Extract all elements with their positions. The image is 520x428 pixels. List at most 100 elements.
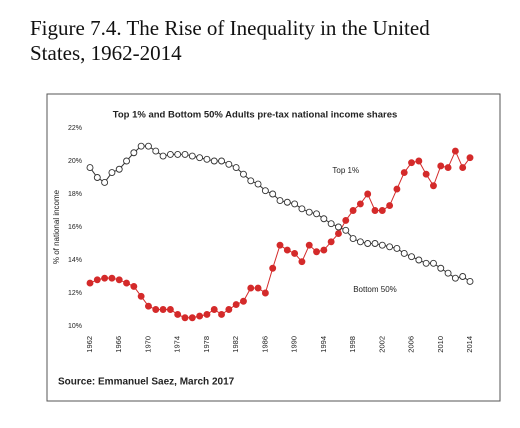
data-point: [86, 279, 94, 287]
y-tick-label: 22%: [68, 125, 82, 132]
y-tick-label: 12%: [68, 290, 82, 297]
x-tick-label: 1978: [202, 336, 211, 353]
data-point: [415, 157, 423, 165]
data-point: [444, 269, 452, 277]
data-point: [459, 273, 467, 280]
data-point: [269, 190, 277, 198]
data-point: [342, 226, 350, 234]
data-point: [218, 157, 225, 165]
data-point: [93, 276, 101, 284]
data-point: [181, 150, 189, 158]
data-point: [378, 207, 386, 214]
data-point: [466, 154, 474, 162]
x-tick-label: 1966: [114, 336, 123, 353]
data-point: [313, 248, 320, 256]
data-point: [437, 264, 445, 272]
data-point: [408, 159, 415, 167]
data-point: [386, 243, 394, 251]
data-point: [166, 306, 174, 313]
data-point: [232, 164, 240, 172]
data-point: [371, 207, 379, 214]
data-point: [364, 240, 372, 247]
y-tick-label: 10%: [68, 323, 82, 330]
data-point: [444, 164, 452, 172]
data-point: [261, 187, 269, 195]
data-point: [386, 202, 394, 210]
data-point: [152, 147, 160, 155]
data-point: [145, 302, 152, 310]
x-tick-label: 1986: [260, 336, 269, 353]
data-point: [430, 182, 437, 190]
data-point: [276, 241, 284, 249]
data-point: [254, 284, 262, 292]
data-point: [342, 216, 350, 224]
data-point: [393, 244, 401, 252]
data-point: [240, 170, 247, 178]
series-line: [89, 149, 471, 319]
data-point: [159, 152, 167, 160]
data-point: [210, 157, 218, 165]
data-point: [400, 249, 408, 257]
data-point: [291, 200, 299, 208]
data-point: [327, 220, 335, 228]
data-point: [335, 230, 342, 238]
data-point: [269, 264, 277, 272]
data-point: [459, 164, 467, 172]
data-point: [276, 197, 284, 205]
data-point: [422, 259, 430, 267]
data-point: [108, 274, 116, 282]
x-tick-label: 1990: [290, 336, 299, 353]
data-point: [203, 311, 211, 318]
x-tick-label: 1998: [348, 336, 357, 353]
data-point: [378, 241, 386, 249]
data-point: [247, 284, 255, 292]
data-point: [305, 241, 313, 249]
data-point: [371, 240, 379, 247]
data-point: [196, 312, 204, 320]
data-point: [291, 249, 299, 257]
data-point: [327, 238, 335, 246]
data-point: [313, 210, 320, 218]
y-tick-label: 16%: [68, 224, 82, 231]
data-point: [115, 276, 123, 284]
x-tick-label: 2002: [377, 336, 386, 353]
x-tick-label: 1974: [173, 336, 182, 353]
data-point: [225, 306, 233, 313]
data-point: [86, 164, 94, 172]
data-point: [130, 149, 138, 157]
data-point: [298, 205, 306, 213]
series-line: [89, 145, 471, 282]
series-label: Bottom 50%: [353, 285, 397, 294]
chart-frame: [46, 93, 501, 402]
y-tick-label: 14%: [68, 257, 82, 264]
data-point: [393, 185, 401, 193]
data-point: [466, 278, 474, 285]
data-point: [254, 180, 262, 188]
data-point: [159, 306, 167, 313]
data-point: [210, 306, 218, 313]
data-point: [137, 292, 145, 300]
data-point: [123, 279, 130, 287]
data-point: [422, 170, 430, 178]
data-point: [320, 215, 328, 223]
data-point: [400, 169, 408, 177]
data-point: [356, 200, 364, 208]
x-tick-label: 1982: [231, 336, 240, 353]
data-point: [101, 178, 109, 186]
figure-title: Figure 7.4. The Rise of Inequality in th…: [30, 16, 430, 65]
y-tick-label: 18%: [68, 191, 82, 198]
data-point: [349, 235, 357, 243]
data-point: [174, 150, 182, 158]
data-point: [247, 177, 255, 185]
x-tick-label: 1970: [143, 336, 152, 353]
data-point: [166, 150, 174, 158]
data-point: [451, 147, 459, 155]
data-point: [305, 208, 313, 216]
data-point: [298, 258, 306, 266]
data-point: [93, 174, 101, 181]
data-point: [181, 314, 189, 322]
data-point: [130, 282, 138, 290]
data-point: [415, 256, 423, 264]
data-point: [283, 246, 291, 254]
